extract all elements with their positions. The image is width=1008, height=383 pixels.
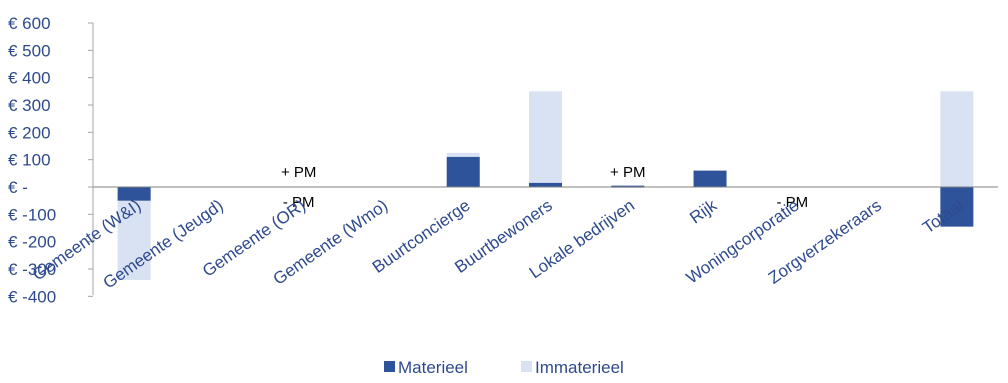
legend-swatch-immaterieel [521, 361, 532, 372]
y-tick-label: € -200 [8, 233, 56, 252]
bar-materieel [446, 156, 480, 187]
annotation-above: + PM [281, 164, 316, 181]
y-tick-label: € - [8, 178, 28, 197]
bar-materieel [940, 187, 974, 227]
annotation-below: - PM [283, 194, 315, 211]
legend-swatch-materieel [384, 361, 395, 372]
y-tick-label: € 200 [8, 123, 51, 142]
category-labels: Gemeente (W&I)Gemeente (Jeugd)Gemeente (… [29, 195, 967, 292]
bar-immaterieel [529, 91, 562, 187]
annotation-below: - PM [776, 194, 808, 211]
bar-materieel [117, 187, 151, 201]
legend-label-materieel: Materieel [398, 358, 468, 377]
annotations: + PM - PM + PM - PM [281, 164, 808, 211]
y-tick-label: € 300 [8, 96, 51, 115]
y-tick-label: € 500 [8, 41, 51, 60]
bar-immaterieel [117, 187, 151, 280]
y-tick-label: € -300 [8, 260, 56, 279]
legend: Materieel Immaterieel [384, 358, 624, 377]
bar-materieel [529, 182, 562, 187]
category-label: Rijk [686, 195, 721, 227]
bar-immaterieel [940, 91, 974, 187]
y-axis: € 600 € 500 € 400 € 300 € 200 € 100 € - € -100 €… [8, 14, 94, 306]
legend-label-immaterieel: Immaterieel [535, 358, 624, 377]
y-tick-label: € 400 [8, 69, 51, 88]
bar-materieel [693, 170, 727, 187]
annotation-above: + PM [610, 164, 645, 181]
bars [117, 91, 974, 280]
y-tick-label: € -100 [8, 205, 56, 224]
y-tick-label: € -400 [8, 287, 56, 306]
y-tick-label: € 600 [8, 14, 51, 33]
y-tick-label: € 100 [8, 151, 51, 170]
